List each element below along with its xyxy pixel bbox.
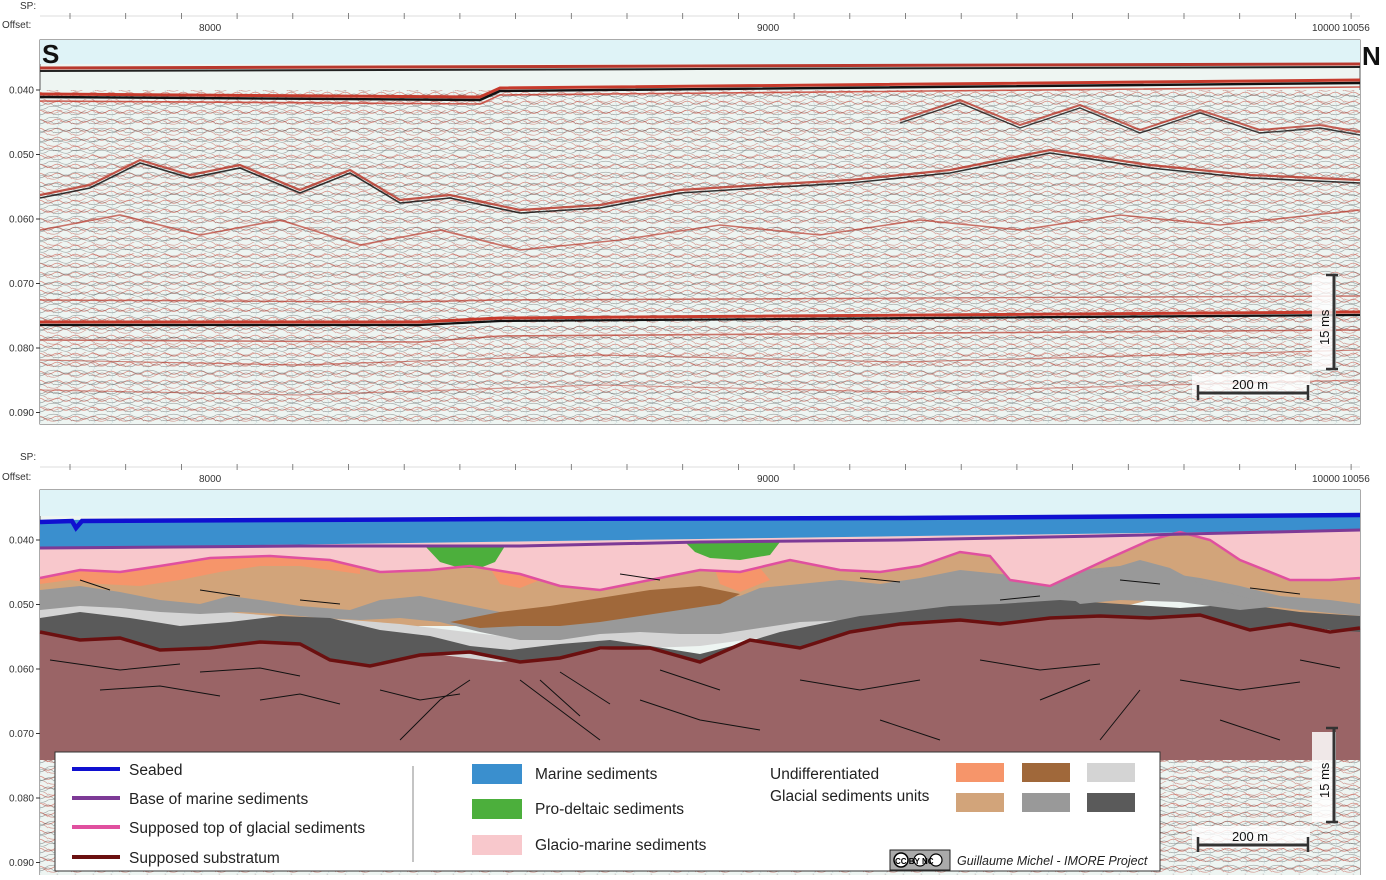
offset-tick-10000-bottom: 10000 (1312, 474, 1340, 485)
legend-seabed-label: Seabed (129, 762, 182, 779)
bottom-y-axis: 0.040 0.050 0.060 0.070 0.080 0.090 (9, 536, 40, 869)
marine-sediments-unit (40, 514, 1360, 548)
offset-tick-8000-bottom: 8000 (199, 474, 222, 485)
bottom-scale-horizontal-label: 200 m (1232, 829, 1268, 844)
legend-pro-deltaic-swatch (472, 799, 522, 819)
legend-glacial-swatch-1 (956, 763, 1004, 782)
legend-glacial-swatch-4 (956, 793, 1004, 812)
offset-label: Offset: (2, 20, 31, 31)
legend-glacial-label-1: Undifferentiated (770, 766, 879, 783)
y-tick-label: 0.040 (9, 86, 34, 97)
bottom-panel: SP: Offset: 8000 9000 10000 10056 (2, 452, 1370, 876)
offset-tick-10056: 10056 (1342, 23, 1370, 34)
legend-glacio-marine-swatch (472, 835, 522, 855)
offset-tick-10056-bottom: 10056 (1342, 474, 1370, 485)
legend-glacial-swatch-2 (1022, 763, 1070, 782)
top-y-axis: 0.040 0.050 0.060 0.070 0.080 0.090 (9, 86, 40, 419)
y-tick-label: 0.050 (9, 600, 34, 611)
legend-base-marine-label: Base of marine sediments (129, 791, 308, 808)
supposed-substratum-line (39, 613, 1361, 668)
bottom-scale-bar: 200 m 15 ms (1192, 726, 1338, 852)
top-tick-marks (69, 13, 1352, 19)
legend-marine-label: Marine sediments (535, 766, 658, 783)
offset-tick-8000: 8000 (199, 23, 222, 34)
offset-tick-9000-bottom: 9000 (757, 474, 780, 485)
cc-license-badge: CC BY NC (889, 849, 951, 871)
interpretation-lines (49, 573, 1341, 741)
glacial-unit-orange (40, 552, 360, 586)
legend-marine-swatch (472, 764, 522, 784)
pro-deltaic-unit (425, 546, 505, 568)
top-scale-horizontal-label: 200 m (1232, 377, 1268, 392)
y-tick-label: 0.080 (9, 794, 34, 805)
legend: Seabed Base of marine sediments Supposed… (54, 751, 1161, 872)
y-tick-label: 0.090 (9, 858, 34, 869)
top-panel: SP: Offset: 8000 9000 10000 10056 S N 0.… (2, 1, 1381, 425)
sp-label-bottom: SP: (20, 452, 36, 463)
cc-license-text: CC BY NC (895, 857, 934, 866)
glacial-unit-brown (450, 586, 740, 628)
legend-glacial-swatch-3 (1087, 763, 1135, 782)
y-tick-label: 0.070 (9, 279, 34, 290)
legend-substratum-label: Supposed substratum (129, 850, 280, 867)
y-tick-label: 0.070 (9, 729, 34, 740)
y-tick-label: 0.040 (9, 536, 34, 547)
sp-label: SP: (20, 1, 36, 12)
y-tick-label: 0.050 (9, 150, 34, 161)
top-water-column (40, 40, 1360, 64)
y-tick-label: 0.060 (9, 665, 34, 676)
offset-tick-10000: 10000 (1312, 23, 1340, 34)
legend-top-glacial-label: Supposed top of glacial sediments (129, 820, 365, 837)
substratum-unit (40, 615, 1360, 760)
glacial-unit-dark-grey (40, 600, 1360, 666)
offset-label-bottom: Offset: (2, 472, 31, 483)
credit-text: Guillaume Michel - IMORE Project (957, 854, 1148, 868)
bottom-tick-marks (69, 464, 1352, 470)
y-tick-label: 0.060 (9, 215, 34, 226)
legend-glacial-label-2: Glacial sediments units (770, 788, 930, 805)
offset-tick-9000: 9000 (757, 23, 780, 34)
legend-pro-deltaic-label: Pro-deltaic sediments (535, 801, 684, 818)
y-tick-label: 0.090 (9, 408, 34, 419)
top-scale-bar: 200 m 15 ms (1192, 273, 1338, 400)
north-label: N (1362, 41, 1381, 71)
legend-glacio-marine-label: Glacio-marine sediments (535, 837, 707, 854)
south-label: S (42, 39, 59, 69)
top-scale-vertical-label: 15 ms (1317, 309, 1332, 345)
base-marine-line (39, 528, 1361, 550)
y-tick-label: 0.080 (9, 344, 34, 355)
bottom-scale-vertical-label: 15 ms (1317, 762, 1332, 798)
seabed-line (39, 512, 1361, 532)
top-seabed-reflector (39, 62, 1361, 70)
legend-glacial-swatch-6 (1087, 793, 1135, 812)
legend-glacial-swatch-5 (1022, 793, 1070, 812)
